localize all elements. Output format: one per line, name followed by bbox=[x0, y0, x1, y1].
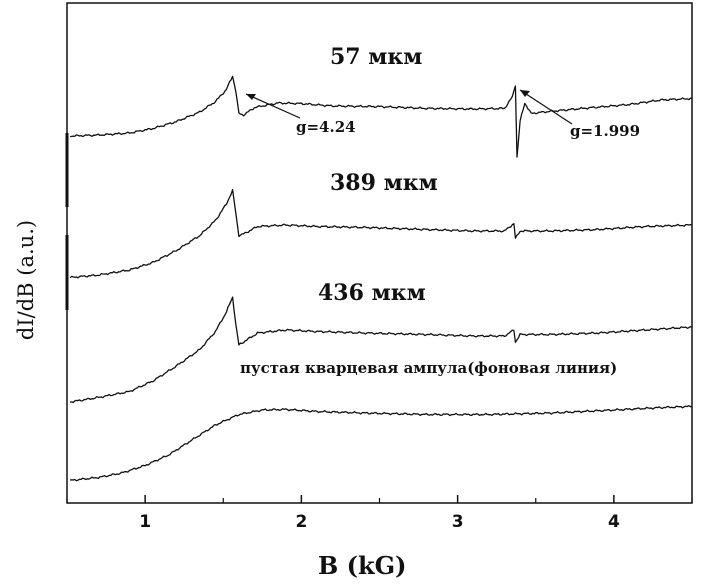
plot-frame bbox=[66, 2, 693, 504]
annotation-g-1-999: g=1.999 bbox=[570, 122, 640, 140]
x-ticks: 1 2 3 4 bbox=[66, 495, 693, 532]
annotation-arrow-g-4-24 bbox=[245, 93, 301, 119]
x-tick-label: 4 bbox=[608, 512, 620, 532]
series-label-57: 57 мкм bbox=[330, 44, 422, 70]
series-curves bbox=[69, 75, 693, 482]
annotation-arrowhead-g-1-999 bbox=[520, 90, 530, 97]
series-curve-0 bbox=[70, 75, 693, 158]
annotation-arrowhead-g-4-24 bbox=[246, 94, 256, 100]
x-tick-label: 1 bbox=[139, 512, 151, 532]
series-curve-2 bbox=[69, 296, 693, 404]
x-tick-label: 2 bbox=[295, 512, 307, 532]
series-label-background: пустая кварцевая ампула(фоновая линия) bbox=[240, 359, 617, 377]
series-label-436: 436 мкм bbox=[318, 280, 426, 306]
x-axis-title: B (kG) bbox=[318, 551, 406, 580]
series-curve-3 bbox=[70, 404, 693, 482]
x-tick-label: 3 bbox=[452, 512, 464, 532]
annotation-g-4-24: g=4.24 bbox=[296, 118, 356, 136]
series-curve-1 bbox=[69, 188, 693, 279]
annotation-arrow-g-1-999 bbox=[519, 89, 573, 125]
series-label-389: 389 мкм bbox=[330, 170, 438, 196]
y-axis-title: dI/dB (a.u.) bbox=[14, 220, 38, 340]
